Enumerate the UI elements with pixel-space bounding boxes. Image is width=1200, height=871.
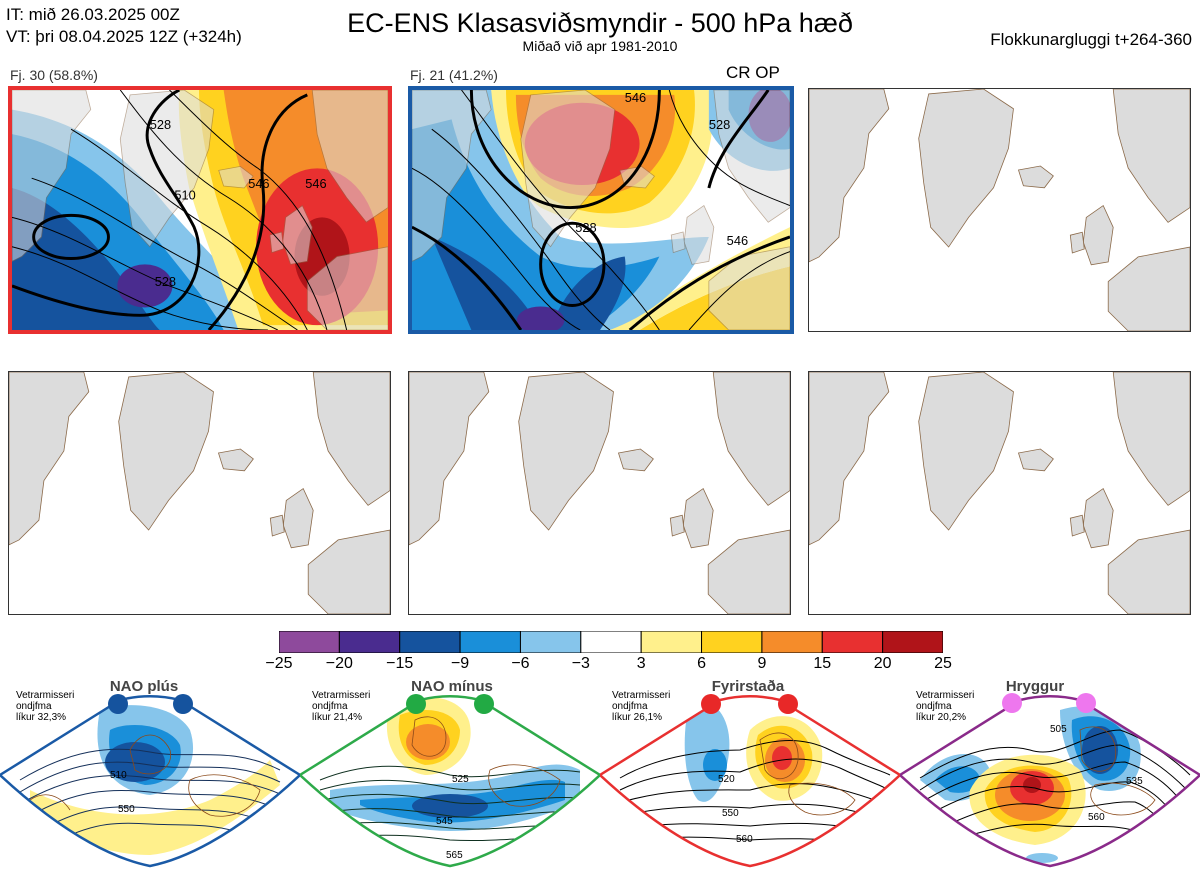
cluster-1-contour-528-b: 528 — [155, 274, 176, 289]
cluster-2-label: Fj. 21 (41.2%) — [410, 67, 498, 83]
colorbar-segment — [882, 630, 944, 654]
cluster-4-map-empty — [8, 371, 391, 615]
cluster-1-contour-546-a: 546 — [248, 176, 269, 191]
regime-1-contour-550: 550 — [118, 804, 135, 815]
colorbar-tick-label: −9 — [450, 655, 470, 672]
colorbar-tick-label: 3 — [636, 655, 646, 672]
cluster-1-map: 510 528 546 546 528 — [8, 86, 392, 334]
cluster-5-map-empty — [408, 371, 791, 615]
colorbar-segment — [459, 630, 521, 654]
header-times: IT: mið 26.03.2025 00Z VT: þri 08.04.202… — [6, 4, 242, 48]
regime-2-contour-565: 565 — [446, 850, 463, 861]
colorbar-tick-label: 20 — [873, 655, 892, 672]
regime-2-contour-525: 525 — [452, 774, 469, 785]
colorbar — [278, 630, 944, 654]
cluster-2-contour-528-a: 528 — [575, 220, 596, 235]
regime-1-contour-510: 510 — [110, 770, 127, 781]
regime-4-info: Vetrarmisseri ondjfma líkur 20,2% — [916, 690, 975, 723]
cluster-2-contour-546-a: 546 — [625, 90, 646, 105]
colorbar-tick-label: 6 — [697, 655, 706, 672]
colorbar-segment — [701, 630, 763, 654]
cluster-6-map-empty — [808, 371, 1191, 615]
regime-4-map: 505 535 560 — [900, 693, 1200, 868]
cluster-2-contour-546-b: 546 — [727, 233, 748, 248]
colorbar-tick-label: −20 — [325, 655, 353, 672]
cluster-1-contour-546-b: 546 — [305, 176, 326, 191]
cluster-2-tag: CR OP — [726, 63, 780, 82]
page-title: EC-ENS Klasasviðsmyndir - 500 hPa hæð — [347, 8, 853, 38]
colorbar-segment — [580, 630, 642, 654]
init-time: IT: mið 26.03.2025 00Z — [6, 5, 180, 24]
cluster-3-map-empty — [808, 88, 1191, 332]
regime-1-map: 510 550 — [0, 694, 300, 868]
colorbar-tick-label: −3 — [571, 655, 590, 672]
regime-2-contour-545: 545 — [436, 816, 453, 827]
regime-4-title: Hryggur — [1005, 678, 1065, 695]
cluster-2-map: 528 546 546 528 — [408, 86, 794, 334]
page-subtitle: Miðað við apr 1981-2010 — [522, 38, 678, 54]
regime-3-title: Fyrirstaða — [711, 678, 785, 695]
colorbar-tick-label: −15 — [386, 655, 414, 672]
regime-4-contour-505: 505 — [1050, 724, 1067, 735]
regime-1-title: NAO plús — [109, 678, 179, 695]
cluster-1-contour-528-a: 528 — [150, 117, 171, 132]
colorbar-tick-label: −6 — [511, 655, 530, 672]
colorbar-segment — [640, 630, 703, 654]
regime-2-info: Vetrarmisseri ondjfma líkur 21,4% — [312, 690, 371, 723]
regime-3-contour-550: 550 — [722, 808, 739, 819]
cluster-1-label: Fj. 30 (58.8%) — [10, 67, 98, 83]
colorbar-segment — [761, 630, 823, 654]
colorbar-segment — [821, 630, 884, 654]
colorbar-tick-label: 15 — [813, 655, 832, 672]
colorbar-tick-label: 25 — [934, 655, 952, 672]
regime-3-contour-560: 560 — [736, 834, 753, 845]
cluster-1-contour-510: 510 — [174, 188, 195, 203]
regime-2-map: 525 545 565 — [300, 694, 600, 868]
classification-window: Flokkunargluggi t+264-360 — [990, 30, 1192, 49]
regime-4-contour-535: 535 — [1126, 776, 1143, 787]
regime-1-info: Vetrarmisseri ondjfma líkur 32,3% — [16, 690, 75, 723]
colorbar-segment — [399, 630, 461, 654]
colorbar-tick-label: −25 — [265, 655, 293, 672]
colorbar-tick-label: 9 — [757, 655, 767, 672]
regime-3-contour-520: 520 — [718, 774, 735, 785]
valid-time: VT: þri 08.04.2025 12Z (+324h) — [6, 27, 242, 46]
regime-3-info: Vetrarmisseri ondjfma líkur 26,1% — [612, 690, 671, 723]
cluster-2-contour-528-b: 528 — [709, 117, 730, 132]
colorbar-segment — [519, 630, 582, 654]
regime-4-contour-560: 560 — [1088, 812, 1105, 823]
regime-2-title: NAO mínus — [411, 678, 493, 695]
colorbar-segment — [278, 630, 340, 654]
regime-3-map: 520 550 560 — [600, 694, 900, 868]
colorbar-segment — [338, 630, 401, 654]
